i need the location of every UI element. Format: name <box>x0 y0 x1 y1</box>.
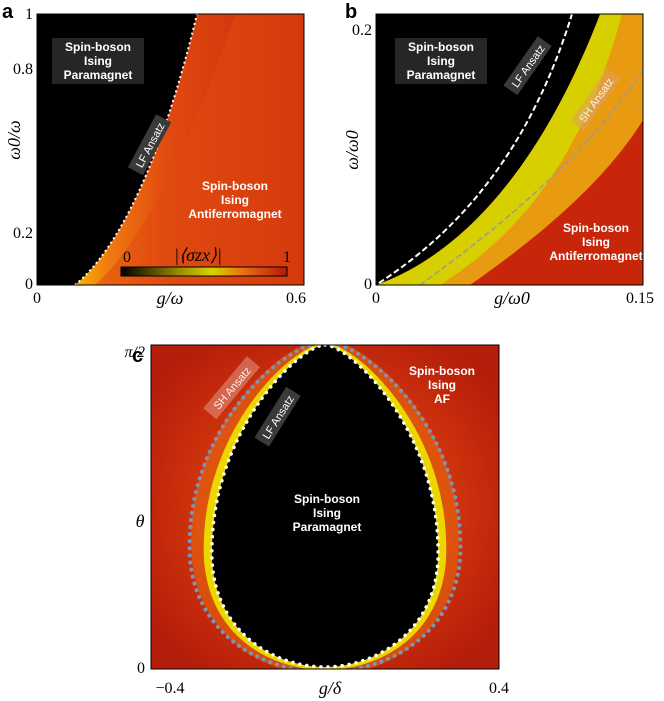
panel-a-letter: a <box>2 1 14 23</box>
panel-b-letter: b <box>345 1 357 23</box>
panel-a-xtick: 0 <box>33 290 41 307</box>
panel-a-heatmap <box>37 14 304 285</box>
panel-a-af-line2: Ising <box>221 193 249 207</box>
panel-c-ytick: 0 <box>137 660 145 677</box>
panel-c: c Spin-boson Ising Paramagnet Spin-boson… <box>125 344 509 698</box>
panel-c-xlabel: g/δ <box>319 678 342 698</box>
panel-c-letter: c <box>132 345 143 367</box>
panel-c-af-line2: Ising <box>428 378 456 392</box>
panel-b-sh-curve <box>419 69 643 285</box>
panel-c-af-line3: AF <box>434 392 450 406</box>
panel-a-para-line3: Paramagnet <box>64 68 133 82</box>
panel-a-af-line3: Antiferromagnet <box>188 207 281 221</box>
panel-a-para-line1: Spin-boson <box>65 40 131 54</box>
panel-b-ylabel: ω/ω0 <box>342 130 362 169</box>
panel-c-lf-curve <box>210 345 440 669</box>
panel-b-xtick: 0.15 <box>626 290 654 307</box>
panel-b-ytick: 0.2 <box>352 22 372 39</box>
panel-a-xtick: 0.6 <box>286 290 306 307</box>
panel-b-af-line1: Spin-boson <box>563 221 629 235</box>
panel-b-xlabel: g/ω0 <box>494 288 530 308</box>
panel-c-para-line3: Paramagnet <box>293 520 362 534</box>
panel-a-lf-curve <box>74 14 198 285</box>
panel-c-xtick: 0.4 <box>489 680 509 697</box>
panel-a-ylabel: ω0/ω <box>4 120 24 159</box>
panel-a-ytick: 0 <box>25 276 33 293</box>
panel-b-af-line2: Ising <box>582 235 610 249</box>
panel-a-xlabel: g/ω <box>157 288 184 308</box>
panel-b-para-line2: Ising <box>427 54 455 68</box>
colorbar-label: |⟨σzx⟩| <box>174 245 222 265</box>
panel-c-para-line2: Ising <box>313 506 341 520</box>
panel-c-af-line1: Spin-boson <box>409 364 475 378</box>
panel-a-colorbar: |⟨σzx⟩| 0 1 <box>120 245 291 277</box>
panel-b-para-line1: Spin-boson <box>408 40 474 54</box>
panel-b: b Spin-boson Ising Paramagnet Spin-boson… <box>342 1 654 308</box>
panel-c-ylabel: θ <box>136 511 145 531</box>
panel-b-lf-curve <box>378 14 573 284</box>
colorbar-min: 0 <box>123 249 131 266</box>
panel-a: a Spin-boson Ising Paramagnet Spin-boson… <box>2 1 306 308</box>
panel-c-xtick: −0.4 <box>155 680 184 697</box>
panel-a-para-line2: Ising <box>84 54 112 68</box>
panel-a-af-line1: Spin-boson <box>202 179 268 193</box>
panel-a-ytick: 0.8 <box>13 61 33 78</box>
panel-b-af-line3: Antiferromagnet <box>549 249 642 263</box>
panel-b-xtick: 0 <box>372 290 380 307</box>
panel-c-ytick: π/2 <box>125 344 145 361</box>
panel-b-ytick: 0 <box>364 276 372 293</box>
panel-c-para-line1: Spin-boson <box>294 492 360 506</box>
colorbar-max: 1 <box>283 249 291 266</box>
panel-b-para-line3: Paramagnet <box>407 68 476 82</box>
panel-a-ytick: 0.2 <box>13 225 33 242</box>
panel-a-ytick: 1 <box>25 6 33 23</box>
